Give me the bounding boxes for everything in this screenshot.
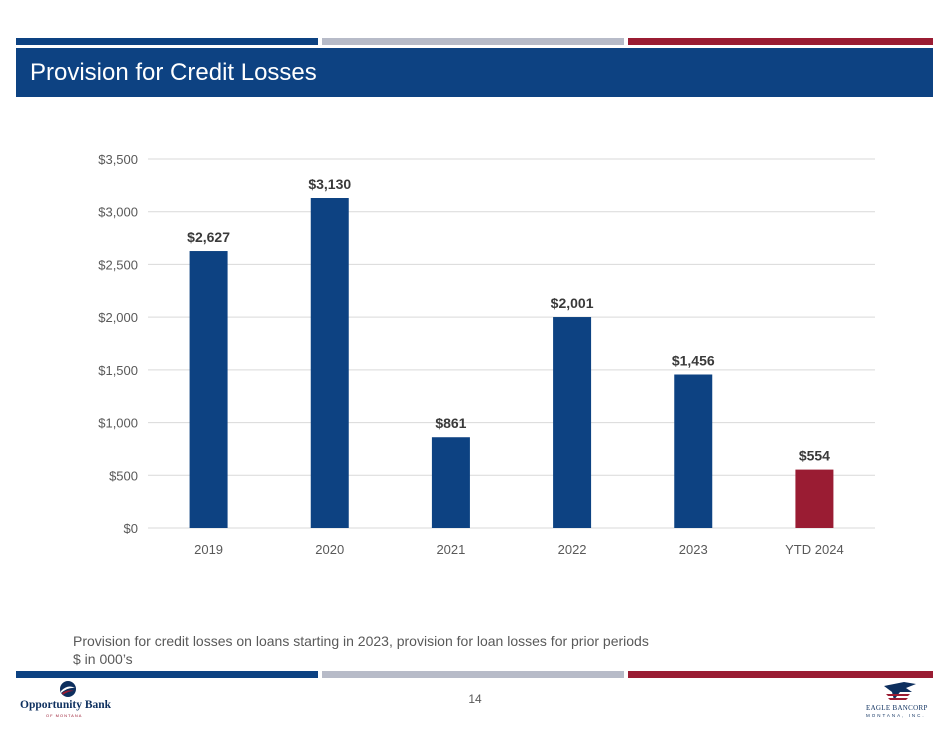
y-tick-label: $0 — [124, 521, 138, 536]
data-label: $861 — [435, 415, 466, 431]
bar — [189, 251, 228, 529]
bar — [795, 469, 834, 528]
data-label: $2,001 — [551, 295, 594, 311]
bottom-accent-stripe — [16, 671, 933, 678]
bar — [310, 198, 349, 528]
data-label: $2,627 — [187, 229, 230, 245]
data-label: $3,130 — [308, 176, 351, 192]
y-tick-label: $1,000 — [98, 416, 138, 431]
y-tick-label: $2,500 — [98, 257, 138, 272]
eagle-bancorp-logo: EAGLE BANCORP MONTANA, INC. — [856, 678, 941, 722]
data-label: $554 — [799, 448, 830, 464]
x-tick-label: 2023 — [679, 542, 708, 557]
eagle-flag-icon — [884, 682, 916, 700]
bar — [431, 437, 470, 528]
opportunity-bank-logo-text: Opportunity Bank — [20, 699, 112, 711]
chart-bars — [189, 198, 834, 529]
logo-swoosh-icon — [60, 681, 76, 697]
chart-gridlines — [148, 158, 875, 529]
x-tick-label: 2021 — [436, 542, 465, 557]
x-tick-label: 2019 — [194, 542, 223, 557]
bar — [674, 374, 713, 528]
chart-data-labels: $2,627 $3,130 $861 $2,001 $1,456 $554 — [187, 176, 830, 464]
x-tick-label: 2020 — [315, 542, 344, 557]
eagle-bancorp-logo-subtext: MONTANA, INC. — [866, 713, 926, 718]
page-number: 14 — [468, 692, 482, 706]
x-tick-label: 2022 — [558, 542, 587, 557]
x-axis-tick-labels: 2019 2020 2021 2022 2023 YTD 2024 — [194, 542, 844, 557]
y-tick-label: $3,500 — [98, 152, 138, 167]
opportunity-bank-logo: Opportunity Bank OF MONTANA — [20, 680, 130, 720]
y-tick-label: $500 — [109, 468, 138, 483]
page-title: Provision for Credit Losses — [30, 59, 317, 86]
top-accent-stripe — [16, 38, 933, 45]
x-tick-label: YTD 2024 — [785, 542, 844, 557]
eagle-bancorp-logo-text: EAGLE BANCORP — [866, 704, 928, 712]
data-label: $1,456 — [672, 352, 715, 368]
y-tick-label: $3,000 — [98, 205, 138, 220]
bar — [553, 317, 592, 528]
y-tick-label: $2,000 — [98, 310, 138, 325]
footnote-provision-note: Provision for credit losses on loans sta… — [73, 633, 649, 649]
y-tick-label: $1,500 — [98, 363, 138, 378]
y-axis-tick-labels: $0 $500 $1,000 $1,500 $2,000 $2,500 $3,000 $3,5… — [98, 152, 138, 536]
title-bar: Provision for Credit Losses — [16, 48, 933, 97]
footnote-units-note: $ in 000’s — [73, 651, 133, 667]
opportunity-bank-logo-subtext: OF MONTANA — [46, 713, 83, 718]
